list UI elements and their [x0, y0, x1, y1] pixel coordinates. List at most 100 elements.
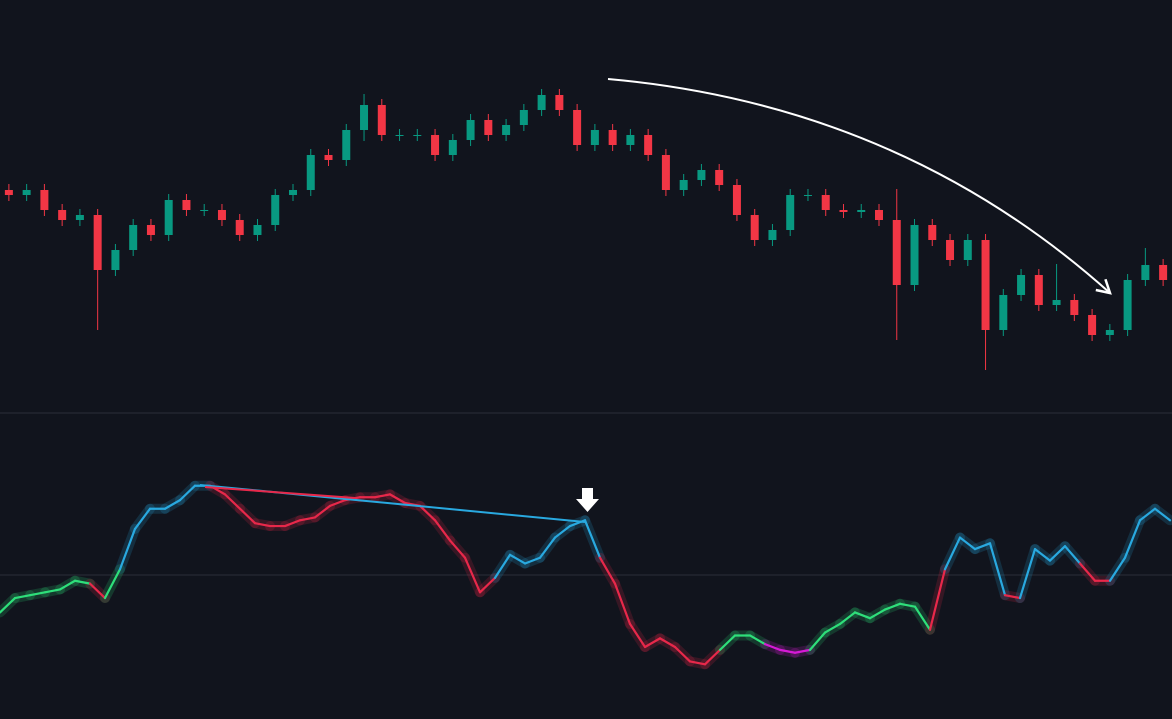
candle-body	[4, 190, 13, 195]
line-segment	[0, 596, 17, 614]
candle-body	[1034, 275, 1043, 305]
line-segment	[313, 504, 332, 519]
candle-body	[910, 225, 919, 285]
candle-body	[537, 95, 546, 110]
candle-body	[502, 125, 511, 135]
line-segment	[763, 643, 782, 651]
line-segment	[523, 556, 542, 565]
candle-body	[1141, 265, 1150, 280]
line-segment	[1138, 507, 1157, 522]
candle-body	[217, 210, 226, 220]
signal-arrow	[576, 488, 599, 512]
candle-body	[253, 225, 262, 235]
line-segment	[298, 516, 317, 522]
line-segment	[103, 568, 122, 600]
candle-body	[644, 135, 653, 155]
candle-body	[963, 240, 972, 260]
line-segment	[898, 602, 917, 608]
candle-body	[999, 295, 1008, 330]
candle-body	[448, 140, 457, 155]
candle-body	[839, 210, 848, 212]
line-segment	[838, 611, 857, 626]
line-segment	[748, 634, 767, 646]
candle-body	[768, 230, 777, 240]
candle-body	[111, 250, 120, 270]
line-segment	[658, 637, 677, 649]
line-segment	[43, 588, 62, 594]
line-segment	[1108, 556, 1127, 582]
divergence-line	[204, 486, 356, 499]
line-segment	[988, 542, 1007, 597]
line-segment	[583, 519, 602, 559]
candle-body	[40, 190, 49, 210]
line-segment	[823, 622, 842, 634]
line-segment	[553, 524, 572, 539]
line-segment	[1048, 545, 1067, 562]
candle-body	[484, 120, 493, 135]
candle-body	[58, 210, 67, 220]
candle-body	[75, 215, 84, 220]
line-segment	[643, 637, 662, 649]
line-segment	[1153, 507, 1172, 522]
candle-body	[608, 130, 617, 145]
candle-body	[626, 135, 635, 145]
line-segment	[928, 568, 947, 631]
line-segment	[808, 631, 827, 651]
candle-body	[821, 195, 830, 210]
candle-body	[342, 130, 351, 160]
candle-body	[1123, 280, 1132, 330]
candle-body	[431, 135, 440, 155]
line-segment	[1033, 547, 1052, 562]
line-segment	[13, 594, 32, 600]
line-segment	[688, 660, 707, 666]
candle-body	[715, 170, 724, 185]
candle-body	[200, 210, 209, 211]
line-segment	[718, 634, 737, 651]
line-segment	[118, 527, 137, 571]
candle-body	[164, 200, 173, 235]
candle-body	[732, 185, 741, 215]
line-segment	[163, 499, 182, 510]
candle-body	[1017, 275, 1026, 295]
line-segment	[973, 542, 992, 551]
line-segment	[328, 499, 347, 507]
candle-body	[519, 110, 528, 125]
line-segment	[373, 493, 392, 499]
line-segment	[448, 539, 467, 559]
line-segment	[943, 536, 962, 571]
candle-body	[1159, 265, 1168, 280]
candle-body	[289, 190, 297, 195]
line-segment	[703, 648, 722, 666]
price-pane	[4, 89, 1168, 370]
line-segment	[28, 591, 47, 597]
line-segment	[913, 605, 932, 631]
candle-body	[182, 200, 191, 210]
candle-body	[928, 225, 937, 240]
candle-body	[946, 240, 955, 260]
line-segment	[418, 504, 437, 522]
line-segment	[1123, 519, 1142, 559]
candle-body	[235, 220, 244, 235]
line-segment	[508, 553, 527, 565]
trend-arrow	[607, 78, 1112, 295]
candle-body	[875, 210, 883, 220]
line-segment	[178, 484, 197, 502]
candle-body	[1070, 300, 1079, 315]
line-segment	[868, 608, 887, 620]
candle-body	[1105, 330, 1114, 335]
line-segment	[628, 622, 647, 649]
candle-body	[857, 210, 866, 212]
candle-body	[466, 120, 475, 140]
candle-body	[306, 155, 315, 190]
candle-body	[93, 215, 102, 270]
line-segment	[238, 507, 257, 525]
line-segment	[538, 536, 557, 559]
candle-body	[892, 220, 901, 285]
line-segment	[673, 645, 692, 663]
line-segment	[133, 507, 152, 531]
line-segment	[613, 582, 632, 626]
line-segment	[1003, 594, 1022, 600]
